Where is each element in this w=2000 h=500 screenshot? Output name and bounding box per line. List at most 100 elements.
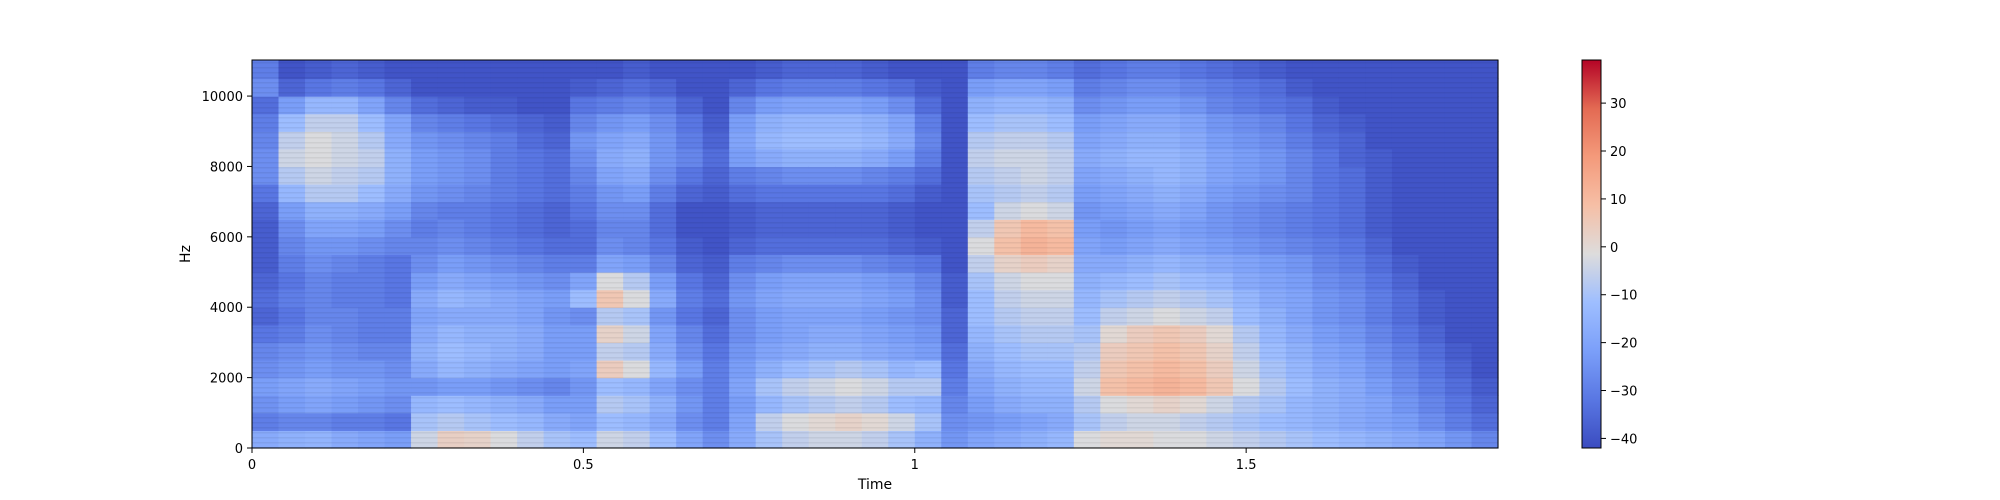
spectrogram-cell <box>305 289 333 308</box>
spectrogram-cell <box>464 60 492 80</box>
spectrogram-cell <box>1126 412 1154 432</box>
spectrogram-cell <box>1100 201 1128 220</box>
spectrogram-cell <box>1338 412 1367 432</box>
spectrogram-cell <box>861 131 889 150</box>
texture-stripe <box>252 187 1498 189</box>
spectrogram-cell <box>835 412 863 432</box>
spectrogram-cell <box>384 254 412 273</box>
spectrogram-cell <box>1471 324 1499 344</box>
spectrogram-cell <box>623 324 651 344</box>
spectrogram-cell <box>1126 219 1154 238</box>
spectrogram-cell <box>437 377 465 396</box>
spectrogram-cell <box>623 131 651 150</box>
spectrogram-cell <box>1418 201 1446 220</box>
spectrogram-cell <box>1206 307 1234 326</box>
spectrogram-cell <box>570 412 598 432</box>
spectrogram-cell <box>411 113 439 132</box>
spectrogram-cell <box>702 96 730 115</box>
spectrogram-cell <box>517 166 545 185</box>
spectrogram-cell <box>570 324 598 344</box>
spectrogram-cell <box>1047 78 1075 97</box>
spectrogram-cell <box>543 289 571 308</box>
spectrogram-cell <box>1312 324 1340 344</box>
spectrogram-cell <box>1444 430 1473 449</box>
spectrogram-cell <box>384 236 412 256</box>
spectrogram-cell <box>649 360 677 379</box>
spectrogram-cell <box>1259 219 1287 238</box>
spectrogram-cell <box>861 307 889 326</box>
spectrogram-cell <box>490 131 518 150</box>
spectrogram-cell <box>1471 113 1499 132</box>
spectrogram-cell <box>835 60 863 80</box>
spectrogram-cell <box>1100 148 1128 168</box>
spectrogram-cell <box>808 307 836 326</box>
spectrogram-cell <box>835 148 863 168</box>
texture-stripe <box>252 332 1498 334</box>
spectrogram-cell <box>490 96 518 115</box>
spectrogram-cell <box>967 201 995 220</box>
spectrogram-cell <box>861 412 889 432</box>
texture-stripe <box>252 172 1498 174</box>
texture-stripe <box>252 252 1498 254</box>
spectrogram-cell <box>782 184 810 203</box>
spectrogram-cell <box>331 184 359 203</box>
spectrogram-cell <box>305 78 333 97</box>
spectrogram-cell <box>1259 201 1287 220</box>
spectrogram-cell <box>1100 307 1128 326</box>
texture-stripe <box>252 387 1498 389</box>
spectrogram-cell <box>384 96 412 115</box>
spectrogram-cell <box>1365 324 1393 344</box>
spectrogram-cell <box>517 184 545 203</box>
spectrogram-cell <box>358 254 386 273</box>
spectrogram-cell <box>305 430 333 449</box>
spectrogram-cell <box>1391 360 1420 379</box>
spectrogram-cell <box>1471 254 1499 273</box>
spectrogram-cell <box>1126 342 1154 361</box>
spectrogram-cell <box>888 324 916 344</box>
spectrogram-cell <box>543 184 571 203</box>
spectrogram-cell <box>729 96 757 115</box>
spectrogram-cell <box>729 289 757 308</box>
spectrogram-cell <box>1126 289 1154 308</box>
spectrogram-cell <box>490 395 518 414</box>
texture-stripe <box>252 362 1498 364</box>
spectrogram-cell <box>676 395 704 414</box>
spectrogram-cell <box>543 131 571 150</box>
spectrogram-cell <box>623 360 651 379</box>
texture-stripe <box>252 177 1498 179</box>
spectrogram-cell <box>649 254 677 273</box>
spectrogram-cell <box>1100 324 1128 344</box>
spectrogram-cell <box>464 219 492 238</box>
spectrogram-cell <box>808 60 836 80</box>
spectrogram-cell <box>1020 324 1048 344</box>
spectrogram-cell <box>676 96 704 115</box>
spectrogram-cell <box>782 395 810 414</box>
spectrogram-cell <box>1285 184 1314 203</box>
spectrogram-cell <box>623 113 651 132</box>
spectrogram-cell <box>305 307 333 326</box>
spectrogram-cell <box>570 60 598 80</box>
spectrogram-cell <box>729 113 757 132</box>
texture-stripe <box>252 77 1498 79</box>
spectrogram-cell <box>941 430 969 449</box>
spectrogram-cell <box>1285 324 1314 344</box>
spectrogram-cell <box>543 412 571 432</box>
spectrogram-cell <box>596 131 624 150</box>
spectrogram-cell <box>596 395 624 414</box>
spectrogram-cell <box>835 96 863 115</box>
spectrogram-cell <box>1153 78 1181 97</box>
spectrogram-cell <box>596 166 624 185</box>
spectrogram-cell <box>411 395 439 414</box>
spectrogram-cell <box>411 272 439 291</box>
spectrogram-cell <box>517 254 545 273</box>
spectrogram-cell <box>755 184 783 203</box>
spectrogram-cell <box>1285 131 1314 150</box>
spectrogram-cell <box>755 307 783 326</box>
spectrogram-cell <box>596 60 624 80</box>
spectrogram-cell <box>305 254 333 273</box>
spectrogram-cell <box>411 219 439 238</box>
texture-stripe <box>252 92 1498 94</box>
spectrogram-cell <box>596 148 624 168</box>
spectrogram-cell <box>808 377 836 396</box>
spectrogram-cell <box>1285 254 1314 273</box>
